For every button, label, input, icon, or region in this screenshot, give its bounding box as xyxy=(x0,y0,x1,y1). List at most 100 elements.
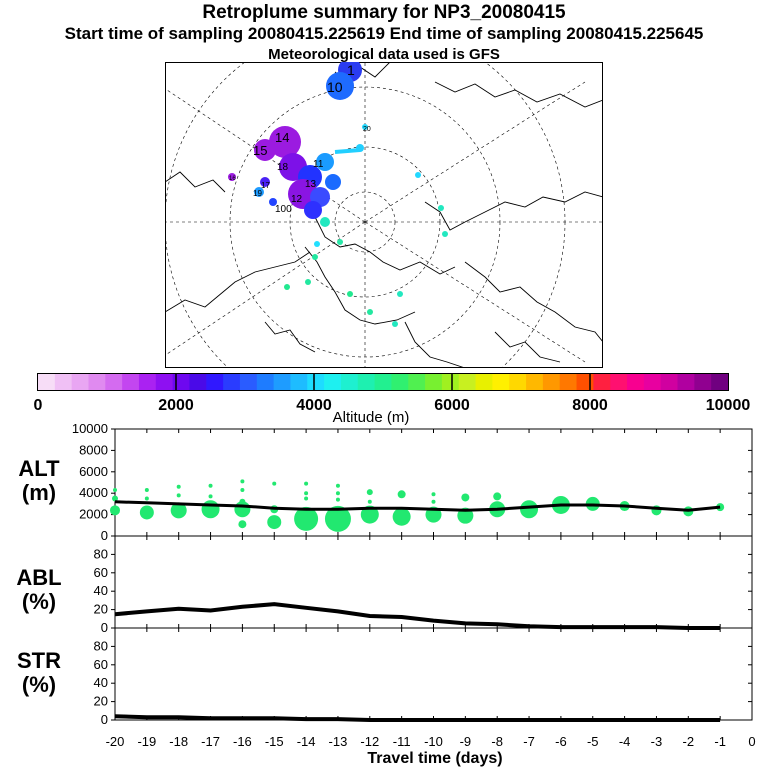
altitude-cluster-point xyxy=(367,499,372,504)
map-label: 17 xyxy=(261,181,270,190)
x-tick-label: -18 xyxy=(169,734,188,749)
str-panel-label: STR (%) xyxy=(9,649,69,697)
colorbar-cell xyxy=(189,374,207,390)
altitude-cluster-point xyxy=(170,502,187,519)
altitude-cluster-point xyxy=(304,496,309,501)
x-tick-label: -8 xyxy=(491,734,503,749)
altitude-cluster-point xyxy=(176,484,181,489)
sampling-times: Start time of sampling 20080415.225619 E… xyxy=(64,24,704,43)
str-label-bottom: (%) xyxy=(21,672,57,697)
map-label: 1 xyxy=(347,62,355,78)
x-tick-label: -5 xyxy=(587,734,599,749)
altitude-cluster-point xyxy=(392,507,411,526)
colorbar-cell xyxy=(593,374,611,390)
colorbar-tick-label: 4000 xyxy=(296,397,332,414)
colorbar-cell xyxy=(105,374,123,390)
abl-panel-label: ABL (%) xyxy=(9,566,69,614)
altitude-cluster-point xyxy=(176,493,181,498)
colorbar-cell xyxy=(54,374,73,390)
time-series-panels: 0 2000 4000 6000 8000 10000 0 20 40 60 80 0 20 40 60… xyxy=(72,421,756,767)
colorbar-cell xyxy=(256,374,275,390)
altitude-cluster-point xyxy=(113,487,117,492)
altitude-colorbar: 0 2000 4000 6000 8000 10000 Altitude (m) xyxy=(34,373,750,426)
colorbar-cell xyxy=(340,374,359,390)
altitude-cluster-point xyxy=(304,481,309,486)
cluster-labels: 1 10 15 14 13 12 11 20 18 19 17 16 100 xyxy=(229,62,371,215)
x-tick-label: -9 xyxy=(460,734,472,749)
chart-title: Retroplume summary for NP3_20080415 xyxy=(202,2,566,23)
altitude-cluster-point xyxy=(366,489,373,496)
colorbar-cell xyxy=(172,374,190,390)
panel-frame xyxy=(114,627,753,721)
x-tick-label: -14 xyxy=(297,734,316,749)
y-tick-label: 20 xyxy=(94,602,108,617)
colorbar-cell xyxy=(627,374,645,390)
alt-panel-label: ALT (m) xyxy=(9,457,69,505)
colorbar-tick-label: 0 xyxy=(34,397,43,414)
colorbar-cell xyxy=(509,374,527,390)
x-tick-label: -13 xyxy=(329,734,348,749)
x-tick-label: -11 xyxy=(393,734,411,749)
altitude-cluster-point xyxy=(520,500,539,519)
altitude-cluster-point xyxy=(238,520,247,529)
map-label: 12 xyxy=(291,194,303,205)
altitude-cluster-point xyxy=(234,501,251,518)
y-tick-label: 40 xyxy=(94,675,108,690)
coastlines xyxy=(165,62,603,368)
retroplume-map: 1 10 15 14 13 12 11 20 18 19 17 16 100 xyxy=(165,62,603,368)
colorbar-ticks xyxy=(175,374,591,390)
x-tick-label: -15 xyxy=(265,734,284,749)
altitude-cluster-point xyxy=(360,505,379,524)
x-tick-label: -19 xyxy=(137,734,156,749)
colorbar-tick-label: 2000 xyxy=(158,397,194,414)
map-label: 100 xyxy=(275,204,292,215)
x-axis: -20 -19 -18 -17 -16 -15 -14 -13 -12 -11 -10 -9 -8 -7-… xyxy=(106,734,756,749)
altitude-cluster-point xyxy=(335,491,340,496)
colorbar-cell xyxy=(458,374,477,390)
colorbar-cell xyxy=(391,374,409,390)
altitude-cluster-point xyxy=(110,505,120,516)
altitude-cluster-point xyxy=(139,505,154,520)
y-tick-label: 20 xyxy=(94,694,108,709)
x-tick-label: -16 xyxy=(233,734,252,749)
x-tick-label: -17 xyxy=(201,734,220,749)
altitude-cluster-point xyxy=(397,490,406,499)
colorbar-cell xyxy=(559,374,578,390)
colorbar-cell xyxy=(542,374,561,390)
altitude-cluster-point xyxy=(335,483,340,488)
colorbar-cell xyxy=(239,374,258,390)
map-label: 18 xyxy=(277,162,289,173)
x-tick-label: -3 xyxy=(651,734,663,749)
y-tick-label: 40 xyxy=(94,583,108,598)
x-tick-label: -20 xyxy=(106,734,125,749)
colorbar-cell xyxy=(576,374,594,390)
panel-frame xyxy=(114,535,753,629)
abl-panel: 0 20 40 60 80 xyxy=(94,535,753,635)
map-label: 16 xyxy=(229,176,236,182)
y-tick-label: 0 xyxy=(101,712,108,727)
y-tick-label: 80 xyxy=(94,638,108,653)
x-tick-label: 0 xyxy=(748,734,755,749)
colorbar-cell xyxy=(660,374,679,390)
colorbar-cell xyxy=(71,374,89,390)
altitude-cluster-point xyxy=(324,505,351,532)
altitude-cluster-point xyxy=(208,483,213,488)
str-label-top: STR xyxy=(17,648,61,673)
altitude-cluster-point xyxy=(304,491,309,496)
x-tick-label: -2 xyxy=(683,734,695,749)
altitude-cluster-point xyxy=(240,487,245,492)
altitude-cluster-point xyxy=(294,506,319,531)
colorbar-cell xyxy=(138,374,157,390)
trajectory-clusters xyxy=(228,62,448,327)
x-tick-label: -6 xyxy=(555,734,567,749)
colorbar-cell xyxy=(223,374,241,390)
colorbar-cell xyxy=(206,374,224,390)
colorbar-cell xyxy=(441,374,460,390)
altitude-cluster-point xyxy=(144,487,149,492)
colorbar-cells xyxy=(38,374,729,390)
y-tick-label: 6000 xyxy=(79,464,108,479)
altitude-cluster-point xyxy=(431,492,436,497)
altitude-cluster-point xyxy=(267,515,282,530)
abl-label-top: ABL xyxy=(16,565,62,590)
colorbar-tick-label: 6000 xyxy=(434,397,470,414)
